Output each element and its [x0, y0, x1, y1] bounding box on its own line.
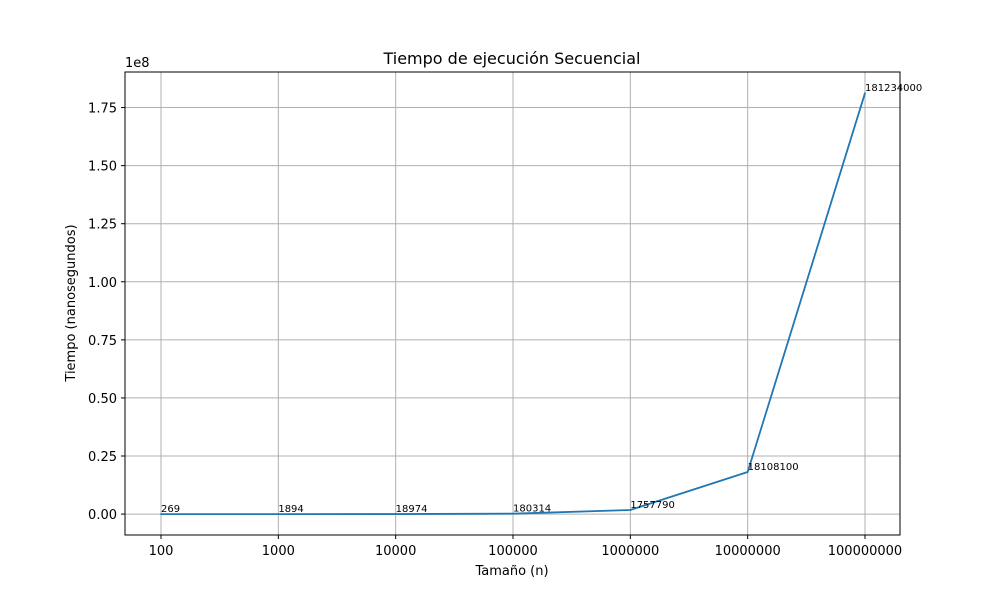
y-tick-label: 0.75 [88, 334, 117, 349]
data-label: 1757790 [630, 500, 675, 511]
y-offset-label: 1e8 [125, 56, 150, 71]
data-label: 181234000 [865, 83, 922, 94]
data-point [277, 513, 280, 515]
x-tick-label: 100000000 [828, 544, 902, 559]
y-tick-label: 1.25 [88, 218, 117, 233]
data-point [746, 471, 749, 473]
series-layer [160, 92, 866, 515]
data-point [864, 92, 866, 94]
x-axis-ticks: 100 1000 10000 100000 1000000 10000000 1000000… [149, 535, 902, 559]
y-tick-label: 0.50 [88, 392, 117, 407]
x-tick-label: 10000000 [715, 544, 781, 559]
data-label: 1894 [278, 504, 303, 515]
x-tick-label: 10000 [375, 544, 416, 559]
y-tick-label: 1.00 [88, 276, 117, 291]
y-axis-label: Tiempo (nanosegundos) [64, 224, 79, 382]
y-axis-ticks: 0.00 0.25 0.50 0.75 1.00 1.25 1.50 1.75 [88, 102, 125, 523]
x-axis-label: Tamaño (n) [474, 564, 548, 579]
y-tick-label: 0.25 [88, 450, 117, 465]
x-tick-label: 1000 [262, 544, 295, 559]
x-tick-label: 100000 [488, 544, 538, 559]
x-tick-label: 100 [149, 544, 174, 559]
x-tick-label: 1000000 [601, 544, 659, 559]
data-label: 180314 [513, 504, 551, 515]
data-labels: 269 1894 18974 180314 1757790 18108100 1812340… [161, 83, 922, 515]
data-label: 269 [161, 504, 180, 515]
data-label: 18974 [396, 504, 428, 515]
chart-title: Tiempo de ejecución Secuencial [382, 49, 640, 68]
data-label: 18108100 [748, 462, 799, 473]
data-point [160, 513, 162, 515]
data-point [512, 512, 514, 515]
y-tick-label: 1.75 [88, 102, 117, 117]
data-point [629, 509, 632, 511]
y-tick-label: 1.50 [88, 160, 117, 175]
y-tick-label: 0.00 [88, 508, 117, 523]
data-point [394, 513, 397, 515]
